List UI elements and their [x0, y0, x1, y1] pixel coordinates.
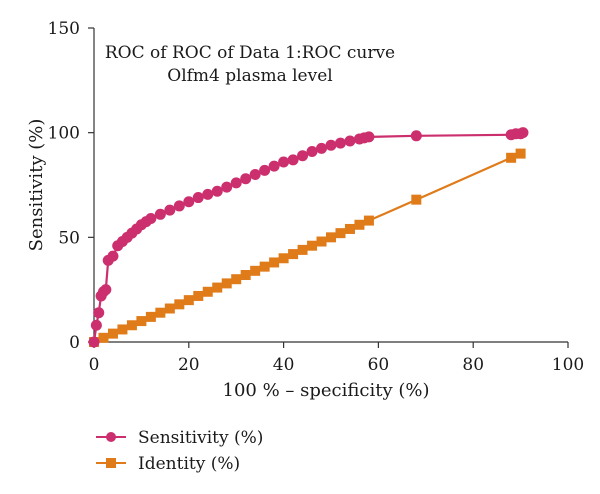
data-point-identity: [183, 295, 194, 306]
data-point-sensitivity: [517, 127, 529, 139]
y-tick-label: 100: [48, 124, 80, 144]
data-point-identity: [126, 320, 137, 331]
data-point-identity: [335, 228, 346, 239]
data-point-identity: [250, 265, 261, 276]
data-point-identity: [145, 311, 156, 322]
legend-marker-sensitivity: [106, 432, 116, 442]
series-layer: [88, 127, 529, 348]
data-point-sensitivity: [183, 196, 195, 208]
data-point-identity: [363, 215, 374, 226]
data-point-identity: [155, 307, 166, 318]
data-point-identity: [202, 286, 213, 297]
data-point-sensitivity: [278, 156, 290, 168]
data-point-sensitivity: [268, 160, 280, 172]
ticks: 0 20 40 60 80 100 0 50 100 150: [48, 19, 585, 375]
series-sensitivity: [88, 127, 529, 348]
legend-label-identity: Identity (%): [138, 454, 240, 474]
data-point-identity: [326, 232, 336, 243]
legend-label-sensitivity: Sensitivity (%): [138, 428, 263, 448]
data-point-sensitivity: [192, 192, 204, 204]
data-point-identity: [354, 219, 365, 230]
data-point-sensitivity: [230, 177, 242, 189]
data-point-identity: [212, 282, 223, 293]
data-point-identity: [344, 223, 355, 234]
data-point-sensitivity: [297, 150, 309, 162]
chart-subtitle: Olfm4 plasma level: [167, 66, 332, 86]
data-point-sensitivity: [410, 130, 422, 142]
y-tick-label: 150: [48, 19, 80, 39]
data-point-identity: [107, 328, 118, 339]
data-point-sensitivity: [90, 319, 102, 331]
data-point-identity: [515, 148, 526, 159]
data-point-sensitivity: [344, 135, 356, 147]
data-point-sensitivity: [93, 307, 105, 319]
chart-title: ROC of ROC of Data 1:ROC curve: [105, 43, 395, 63]
x-tick-label: 0: [89, 355, 100, 375]
data-point-sensitivity: [287, 154, 299, 166]
data-point-sensitivity: [145, 212, 157, 224]
data-point-sensitivity: [249, 169, 261, 181]
y-tick-label: 0: [69, 333, 80, 353]
data-point-identity: [297, 244, 308, 255]
data-point-identity: [136, 316, 147, 327]
data-point-sensitivity: [306, 146, 318, 158]
data-point-sensitivity: [164, 204, 176, 216]
x-tick-label: 60: [368, 355, 390, 375]
legend-item-sensitivity: Sensitivity (%): [96, 428, 263, 448]
data-point-sensitivity: [259, 164, 271, 176]
data-point-identity: [278, 253, 289, 264]
data-point-sensitivity: [154, 208, 166, 220]
data-point-sensitivity: [173, 200, 185, 212]
data-point-identity: [259, 261, 270, 272]
data-point-sensitivity: [221, 181, 233, 193]
data-point-identity: [307, 240, 318, 251]
data-point-sensitivity: [211, 185, 223, 197]
x-tick-label: 40: [273, 355, 295, 375]
x-tick-label: 100: [552, 355, 584, 375]
data-point-identity: [269, 257, 280, 268]
data-point-identity: [231, 274, 242, 285]
data-point-sensitivity: [240, 173, 252, 185]
x-axis-label: 100 % – specificity (%): [223, 380, 430, 401]
data-point-identity: [411, 194, 422, 205]
legend: Sensitivity (%) Identity (%): [96, 428, 263, 474]
data-point-identity: [174, 299, 185, 310]
data-point-identity: [240, 270, 251, 281]
data-point-identity: [506, 152, 517, 163]
axes: [93, 28, 568, 343]
data-point-identity: [98, 332, 109, 343]
legend-marker-identity: [106, 458, 116, 468]
data-point-identity: [288, 249, 299, 260]
x-tick-label: 80: [462, 355, 484, 375]
data-point-sensitivity: [334, 137, 346, 149]
legend-item-identity: Identity (%): [96, 454, 240, 474]
series-identity: [89, 148, 526, 347]
data-point-identity: [316, 236, 327, 247]
data-point-sensitivity: [316, 142, 328, 154]
data-point-identity: [193, 290, 204, 301]
y-axis-label: Sensitivity (%): [26, 119, 47, 252]
data-point-sensitivity: [325, 139, 337, 151]
data-point-sensitivity: [88, 336, 100, 348]
data-point-sensitivity: [202, 188, 214, 200]
data-point-sensitivity: [363, 131, 375, 143]
data-point-identity: [221, 278, 232, 289]
y-tick-label: 50: [58, 228, 80, 248]
data-point-identity: [117, 324, 128, 335]
data-point-identity: [164, 303, 175, 314]
data-point-sensitivity: [100, 284, 112, 296]
x-tick-label: 20: [178, 355, 200, 375]
data-point-sensitivity: [107, 250, 119, 262]
